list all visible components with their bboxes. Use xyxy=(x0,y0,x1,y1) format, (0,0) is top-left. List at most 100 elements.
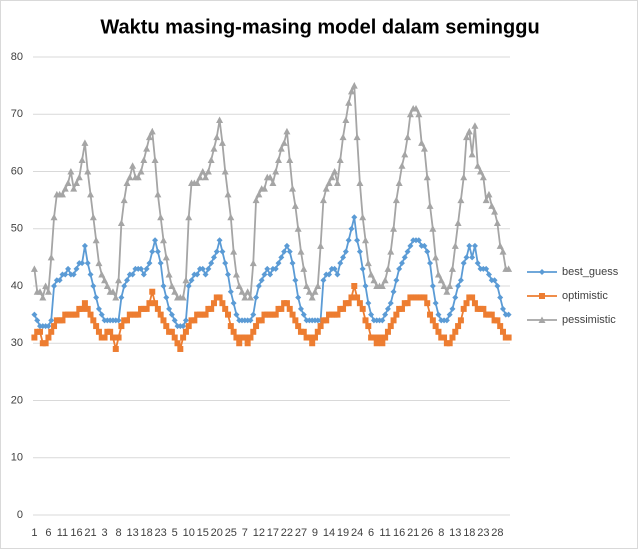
marker xyxy=(247,334,254,341)
x-tick-label: 21 xyxy=(84,527,96,539)
marker xyxy=(539,269,545,275)
marker xyxy=(160,283,167,289)
marker xyxy=(449,334,456,341)
marker xyxy=(224,190,232,198)
marker xyxy=(361,236,369,244)
marker xyxy=(255,190,263,198)
marker xyxy=(364,259,372,267)
marker xyxy=(258,317,265,324)
marker xyxy=(365,300,372,307)
marker xyxy=(79,260,86,267)
marker xyxy=(146,260,153,267)
marker xyxy=(291,202,299,209)
marker xyxy=(286,248,293,255)
marker xyxy=(471,122,479,129)
marker xyxy=(295,294,302,301)
marker xyxy=(348,294,355,301)
marker xyxy=(191,317,198,324)
marker xyxy=(230,248,238,255)
marker xyxy=(118,323,125,330)
marker xyxy=(314,282,322,289)
marker xyxy=(210,254,217,261)
marker xyxy=(157,260,164,267)
marker xyxy=(123,277,130,284)
marker xyxy=(126,173,134,181)
x-tick-label: 27 xyxy=(295,527,307,539)
marker xyxy=(45,334,52,341)
marker xyxy=(497,294,504,301)
marker xyxy=(72,179,80,186)
marker xyxy=(109,334,116,341)
marker xyxy=(151,156,159,164)
marker xyxy=(340,305,347,312)
marker xyxy=(319,196,327,204)
marker xyxy=(474,260,481,267)
marker xyxy=(387,300,394,307)
marker xyxy=(208,305,215,312)
marker xyxy=(260,185,268,192)
marker xyxy=(199,168,207,175)
marker xyxy=(429,283,436,289)
x-tick-label: 20 xyxy=(211,527,223,539)
marker xyxy=(258,277,265,284)
marker xyxy=(277,145,285,152)
marker xyxy=(300,265,308,272)
marker xyxy=(336,156,344,164)
marker xyxy=(457,317,464,324)
marker xyxy=(275,156,283,164)
marker xyxy=(437,276,445,284)
marker xyxy=(216,294,223,301)
marker xyxy=(253,294,260,301)
marker xyxy=(149,288,156,295)
marker xyxy=(159,236,167,244)
marker xyxy=(101,276,109,284)
marker xyxy=(235,282,243,289)
x-tick-label: 26 xyxy=(421,527,433,539)
marker xyxy=(345,300,352,307)
marker xyxy=(204,168,212,175)
marker xyxy=(207,156,215,164)
marker xyxy=(432,253,440,261)
marker xyxy=(345,237,352,244)
marker xyxy=(390,317,397,324)
marker xyxy=(384,265,392,272)
x-tick-label: 16 xyxy=(70,527,82,539)
marker xyxy=(73,265,80,272)
marker xyxy=(289,311,296,318)
marker xyxy=(180,323,187,330)
y-tick-label: 60 xyxy=(11,165,23,177)
x-tick-label: 18 xyxy=(141,527,153,539)
marker xyxy=(485,271,492,278)
x-tick-label: 7 xyxy=(242,527,248,539)
marker xyxy=(418,139,426,146)
marker xyxy=(390,288,397,295)
marker xyxy=(424,248,431,255)
marker xyxy=(70,271,77,278)
marker xyxy=(429,225,437,232)
marker xyxy=(241,334,248,341)
marker xyxy=(135,311,142,318)
marker xyxy=(138,265,145,272)
marker xyxy=(398,260,405,267)
marker xyxy=(143,145,151,152)
marker xyxy=(406,110,414,118)
marker xyxy=(87,311,94,318)
marker xyxy=(376,334,383,341)
marker xyxy=(373,340,380,347)
marker xyxy=(455,283,462,289)
marker xyxy=(303,282,311,289)
marker xyxy=(98,271,106,278)
marker xyxy=(222,305,229,312)
marker xyxy=(109,288,117,295)
marker xyxy=(244,288,252,295)
marker xyxy=(267,271,274,278)
marker xyxy=(188,277,195,284)
marker xyxy=(370,276,378,284)
marker xyxy=(180,334,187,341)
marker xyxy=(250,311,257,318)
marker xyxy=(196,173,204,181)
x-tick-label: 19 xyxy=(337,527,349,539)
marker xyxy=(199,265,206,272)
marker xyxy=(182,317,189,324)
